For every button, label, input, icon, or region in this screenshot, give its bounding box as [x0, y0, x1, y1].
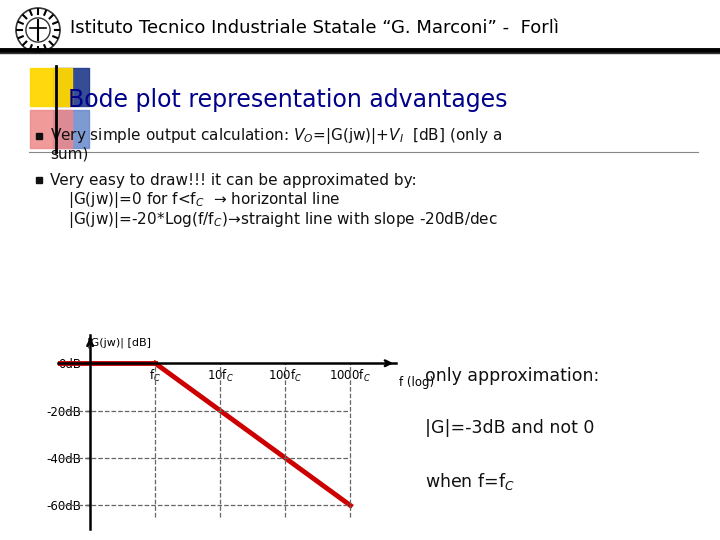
Bar [53, 68, 89, 106]
Bar [30, 68, 72, 106]
Text: only approximation:: only approximation: [425, 367, 600, 385]
Text: |G(jw)|=0 for f<f$_C$  → horizontal line: |G(jw)|=0 for f<f$_C$ → horizontal line [68, 190, 341, 210]
Text: Very easy to draw!!! it can be approximated by:: Very easy to draw!!! it can be approxima… [50, 172, 417, 187]
Text: |G|=-3dB and not 0: |G|=-3dB and not 0 [425, 419, 595, 437]
Bar [30, 110, 72, 148]
Text: |G(jw)|=-20*Log(f/f$_C$)→straight line with slope -20dB/dec: |G(jw)|=-20*Log(f/f$_C$)→straight line w… [68, 210, 498, 230]
Text: Bode plot representation advantages: Bode plot representation advantages [68, 89, 508, 112]
Text: Very simple output calculation: $V_O$=|G(jw)|+$V_I$  [dB] (only a: Very simple output calculation: $V_O$=|G… [50, 126, 503, 146]
Text: f (log): f (log) [400, 376, 434, 389]
Bar [36, 177, 42, 183]
Text: sum): sum) [50, 146, 89, 161]
Bar [53, 110, 89, 148]
Bar [36, 133, 42, 139]
Text: Istituto Tecnico Industriale Statale “G. Marconi” -  Forlì: Istituto Tecnico Industriale Statale “G.… [70, 19, 559, 37]
Text: when f=f$_C$: when f=f$_C$ [425, 471, 515, 492]
Text: |G(jw)| [dB]: |G(jw)| [dB] [87, 337, 151, 348]
